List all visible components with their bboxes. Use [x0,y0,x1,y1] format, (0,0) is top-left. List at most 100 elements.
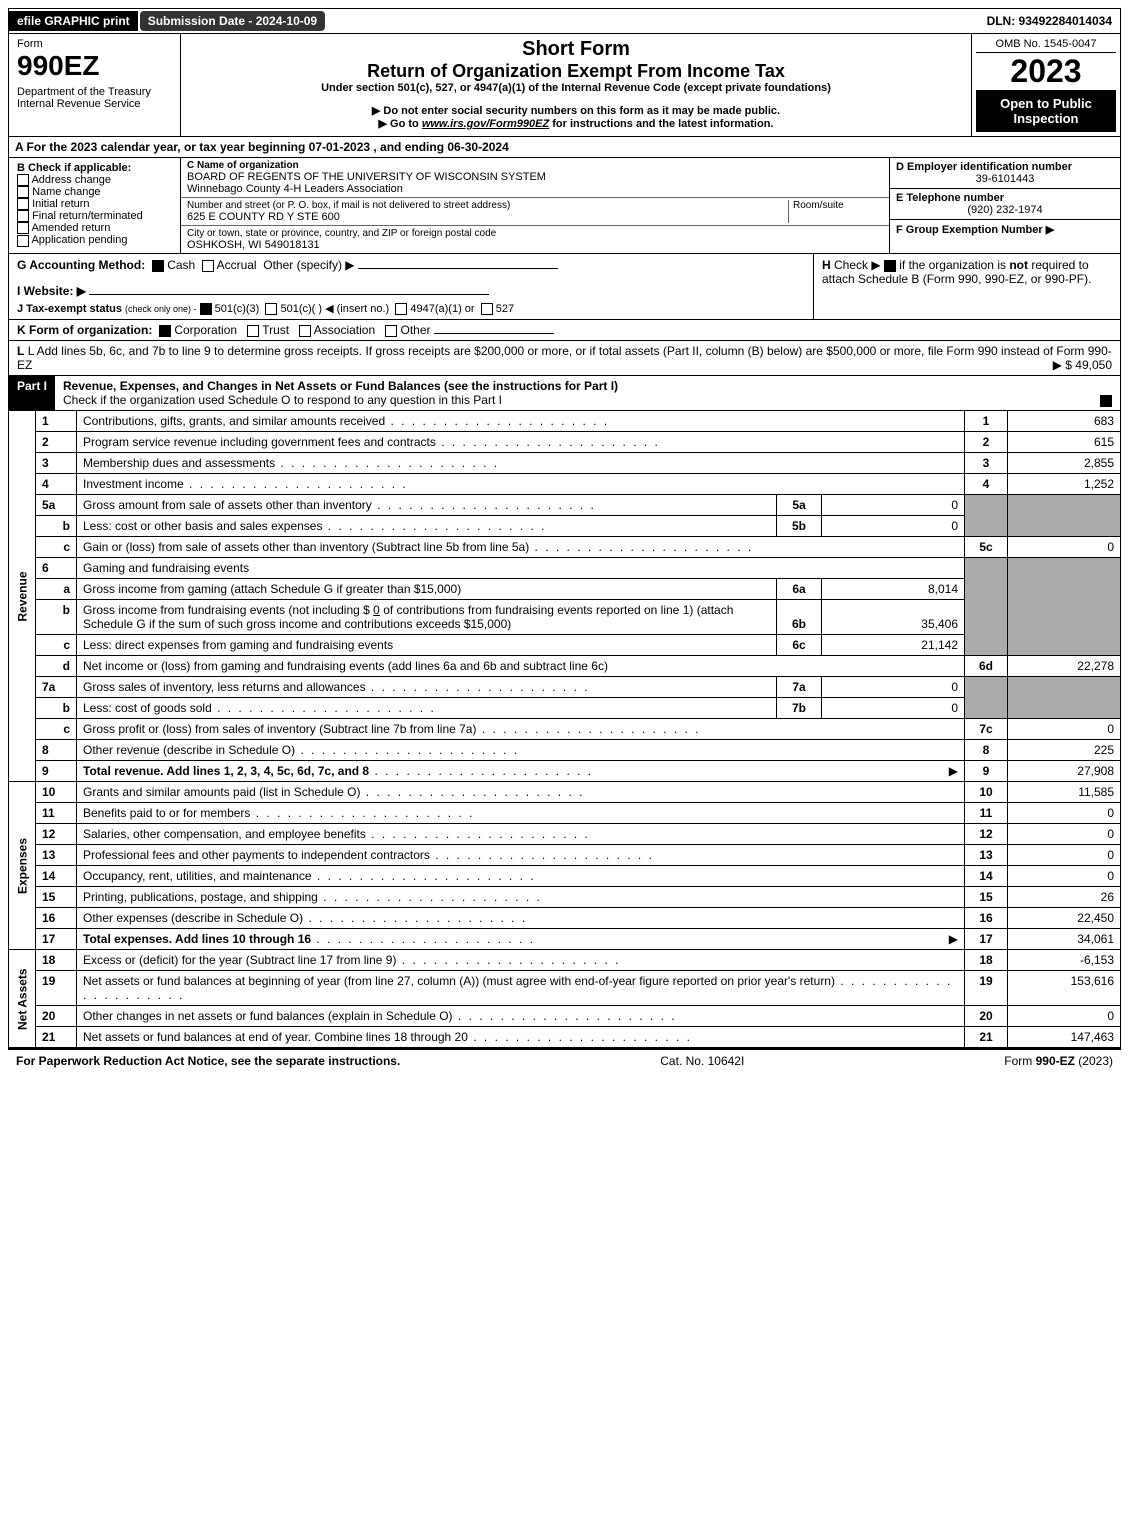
line7c-val: 0 [1008,719,1121,740]
note2-pre: ▶ Go to [379,118,422,130]
chk-amended[interactable]: Amended return [17,222,172,234]
line21-num: 21 [965,1027,1008,1048]
form-note1: ▶ Do not enter social security numbers o… [185,104,967,117]
irs-label: Internal Revenue Service [17,98,172,110]
org-city: OSHKOSH, WI 549018131 [187,239,883,251]
line18-desc: Excess or (deficit) for the year (Subtra… [83,953,396,967]
k-opt4: Other [401,323,431,337]
ein-value: 39-6101443 [896,173,1114,185]
line20-num: 20 [965,1006,1008,1027]
line18-val: -6,153 [1008,950,1121,971]
chk-other-org[interactable] [385,325,397,337]
line11-num: 11 [965,803,1008,824]
chk-501c3[interactable] [200,303,212,315]
chk-4947[interactable] [395,303,407,315]
chk-initial[interactable]: Initial return [17,198,172,210]
omb-number: OMB No. 1545-0047 [976,38,1116,53]
other-input[interactable] [358,268,558,269]
chk-name[interactable]: Name change [17,186,172,198]
line8-num: 8 [965,740,1008,761]
cash-label: Cash [167,258,195,272]
line9-arrow: ▶ [949,764,958,778]
other-org-input[interactable] [434,333,554,334]
chk-schedule-b[interactable] [884,260,896,272]
line5a-inum: 5a [777,495,822,516]
line1-val: 683 [1008,411,1121,432]
line11-desc: Benefits paid to or for members [83,806,250,820]
other-label: Other (specify) ▶ [263,258,354,272]
line2-desc: Program service revenue including govern… [83,435,436,449]
revenue-vlabel: Revenue [9,411,36,782]
k-opt3: Association [314,323,375,337]
j-opt1: 501(c)(3) [215,303,260,315]
org-name1: BOARD OF REGENTS OF THE UNIVERSITY OF WI… [187,171,883,183]
j-note: (check only one) - [125,304,197,314]
line3-desc: Membership dues and assessments [83,456,275,470]
addr-label: Number and street (or P. O. box, if mail… [187,200,788,211]
line12-val: 0 [1008,824,1121,845]
line20-desc: Other changes in net assets or fund bala… [83,1009,453,1023]
chk-trust[interactable] [247,325,259,337]
i-label: I Website: ▶ [17,284,86,298]
line1-num: 1 [965,411,1008,432]
expenses-vlabel: Expenses [9,782,36,950]
form-title: Short Form [185,38,967,61]
chk-501c[interactable] [265,303,277,315]
tax-year: 2023 [976,53,1116,90]
line13-desc: Professional fees and other payments to … [83,848,430,862]
k-opt1: Corporation [174,323,237,337]
line5b-inum: 5b [777,516,822,537]
irs-link[interactable]: www.irs.gov/Form990EZ [422,118,549,130]
top-bar: efile GRAPHIC print Submission Date - 20… [8,8,1121,34]
website-input[interactable] [89,294,489,295]
line16-val: 22,450 [1008,908,1121,929]
l-amount: ▶ $ 49,050 [1053,358,1112,372]
chk-initial-label: Initial return [32,198,89,210]
line8-desc: Other revenue (describe in Schedule O) [83,743,295,757]
c-label: C Name of organization [187,160,883,171]
line17-desc: Total expenses. Add lines 10 through 16 [83,932,311,946]
chk-final[interactable]: Final return/terminated [17,210,172,222]
chk-address[interactable]: Address change [17,174,172,186]
line17-num: 17 [965,929,1008,950]
line19-val: 153,616 [1008,971,1121,1006]
chk-amended-label: Amended return [31,222,110,234]
part1-title: Revenue, Expenses, and Changes in Net As… [63,379,618,393]
chk-527[interactable] [481,303,493,315]
netassets-vlabel: Net Assets [9,950,36,1048]
line5b-desc: Less: cost or other basis and sales expe… [83,519,322,533]
line3-val: 2,855 [1008,453,1121,474]
line9-desc: Total revenue. Add lines 1, 2, 3, 4, 5c,… [83,764,369,778]
line5b-ival: 0 [822,516,965,537]
j-opt2: 501(c)( ) ◀ (insert no.) [280,303,389,315]
efile-label[interactable]: efile GRAPHIC print [9,11,138,31]
line8-val: 225 [1008,740,1121,761]
note2-post: for instructions and the latest informat… [549,118,773,130]
line16-num: 16 [965,908,1008,929]
part1-label: Part I [9,376,55,410]
part1-check-text: Check if the organization used Schedule … [63,393,502,407]
section-a: A For the 2023 calendar year, or tax yea… [8,137,1121,158]
org-name2: Winnebago County 4-H Leaders Association [187,183,883,195]
line6b-amount: 0 [373,603,380,617]
line14-num: 14 [965,866,1008,887]
chk-assoc[interactable] [299,325,311,337]
room-label: Room/suite [793,200,883,211]
chk-pending-label: Application pending [31,234,127,246]
j-label: J Tax-exempt status [17,303,122,315]
line5a-ival: 0 [822,495,965,516]
line6-desc: Gaming and fundraising events [77,558,965,579]
line6a-inum: 6a [777,579,822,600]
chk-corp[interactable] [159,325,171,337]
line7a-ival: 0 [822,677,965,698]
line10-desc: Grants and similar amounts paid (list in… [83,785,360,799]
gh-block: G Accounting Method: Cash Accrual Other … [8,254,1121,320]
line15-desc: Printing, publications, postage, and shi… [83,890,318,904]
chk-accrual[interactable] [202,260,214,272]
line14-val: 0 [1008,866,1121,887]
part1-header: Part I Revenue, Expenses, and Changes in… [8,376,1121,411]
chk-pending[interactable]: Application pending [17,234,172,246]
l-text: L Add lines 5b, 6c, and 7b to line 9 to … [17,344,1112,372]
chk-schedule-o[interactable] [1100,395,1112,407]
chk-cash[interactable] [152,260,164,272]
